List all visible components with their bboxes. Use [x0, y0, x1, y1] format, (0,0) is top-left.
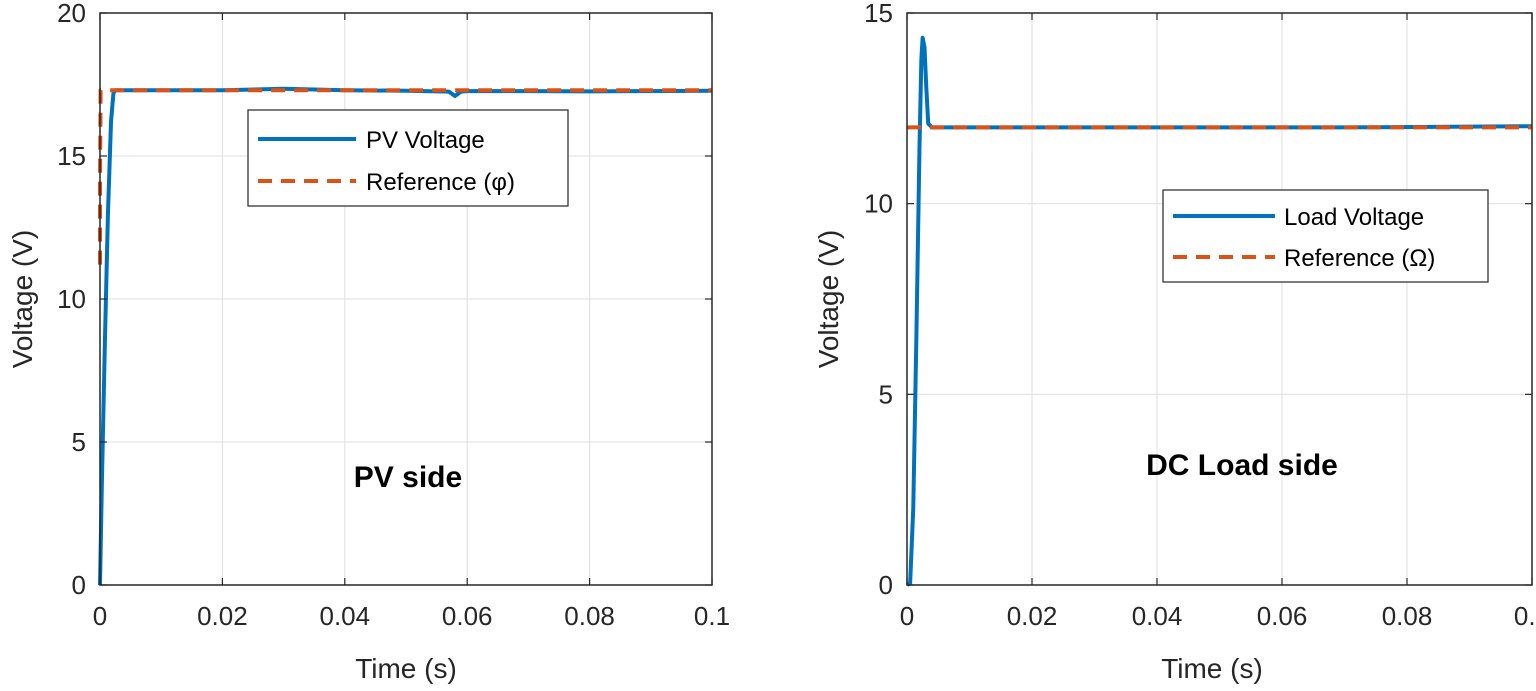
y-axis-label: Voltage (V) — [7, 230, 38, 369]
legend-box — [1162, 189, 1489, 283]
y-tick-label: 10 — [57, 284, 86, 314]
panel-annotation: DC Load side — [1146, 449, 1338, 482]
y-tick-label: 10 — [864, 189, 893, 219]
x-tick-label: 0.04 — [319, 601, 370, 631]
y-tick-label: 0 — [879, 570, 893, 600]
legend-label-reference: Reference (Ω) — [1284, 245, 1435, 272]
legend-label-load-voltage: Load Voltage — [1284, 204, 1424, 231]
y-tick-label: 15 — [57, 141, 86, 171]
x-axis-label: Time (s) — [355, 653, 457, 684]
x-tick-label: 0.06 — [442, 601, 493, 631]
panel-annotation: PV side — [354, 461, 462, 494]
legend: PV Voltage Reference (φ) — [247, 109, 569, 207]
dc-load-side-chart: 0 0.02 0.04 0.06 0.08 0.1 0 5 10 15 Time (s) Volt… — [813, 0, 1536, 684]
x-axis-label: Time (s) — [1161, 653, 1263, 684]
x-tick-label: 0.02 — [197, 601, 248, 631]
y-tick-label: 15 — [864, 0, 893, 28]
y-tick-label: 5 — [72, 427, 86, 457]
grid-lines — [100, 13, 712, 585]
x-tick-label: 0 — [93, 601, 107, 631]
legend: Load Voltage Reference (Ω) — [1162, 189, 1489, 283]
axes-frame — [906, 12, 1533, 586]
y-tick-label: 20 — [57, 0, 86, 28]
x-tick-label: 0.1 — [1514, 601, 1536, 631]
y-axis-label: Voltage (V) — [813, 230, 844, 369]
x-tick-label: 0 — [900, 601, 914, 631]
tick-labels: 0 0.02 0.04 0.06 0.08 0.1 0 5 10 15 — [864, 0, 1536, 631]
grid-lines — [907, 13, 1532, 585]
x-tick-label: 0.04 — [1132, 601, 1183, 631]
tick-labels: 0 0.02 0.04 0.06 0.08 0.1 0 5 10 15 20 — [57, 0, 730, 631]
pv-side-chart: 0 0.02 0.04 0.06 0.08 0.1 0 5 10 15 20 Time (s) Vo… — [7, 0, 730, 684]
x-tick-label: 0.06 — [1257, 601, 1308, 631]
tick-marks — [99, 12, 713, 586]
plot-area — [907, 13, 1532, 585]
legend-label-reference: Reference (φ) — [366, 169, 515, 196]
series-group — [905, 35, 1533, 587]
tick-marks — [906, 12, 1533, 586]
x-tick-label: 0.08 — [564, 601, 615, 631]
x-tick-label: 0.08 — [1382, 601, 1433, 631]
legend-label-pv-voltage: PV Voltage — [366, 127, 485, 154]
x-tick-label: 0.1 — [694, 601, 730, 631]
legend-box — [247, 109, 569, 207]
y-tick-label: 5 — [879, 379, 893, 409]
x-tick-label: 0.02 — [1007, 601, 1058, 631]
y-tick-label: 0 — [72, 570, 86, 600]
